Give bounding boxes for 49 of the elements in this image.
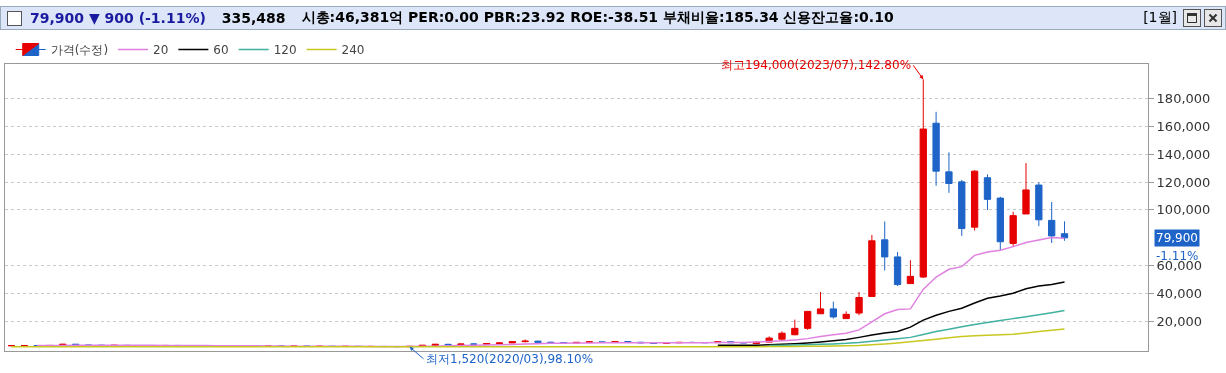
candlestick <box>521 338 529 343</box>
line-series <box>717 281 1066 347</box>
candlestick <box>1060 220 1069 242</box>
y-tick-label: 100,000 <box>1156 202 1211 218</box>
text: 79,900 ▼ 900 (-1.11%) <box>30 10 206 26</box>
y-tick-label: 40,000 <box>1156 285 1203 301</box>
candlestick <box>958 179 966 237</box>
annotation: 최고194,000(2023/07),142.80% <box>721 58 912 72</box>
candlestick <box>470 342 478 345</box>
y-tick-label: 20,000 <box>1156 313 1203 329</box>
candlestick <box>1009 211 1017 248</box>
candlestick <box>534 340 542 344</box>
candlestick <box>778 330 786 341</box>
candlestick <box>945 151 953 194</box>
candlestick <box>983 173 992 211</box>
y-tick-label: 160,000 <box>1156 119 1211 135</box>
legend-label: 120 <box>273 43 297 58</box>
candlestick <box>495 342 504 345</box>
legend-label: 가격(수정) <box>50 43 109 58</box>
text: 335,488 <box>221 10 286 26</box>
candlestick <box>893 251 902 287</box>
candlestick <box>996 196 1004 252</box>
candlestick <box>791 319 799 336</box>
candlestick <box>881 220 889 272</box>
candlestick <box>855 291 863 316</box>
candlestick <box>842 310 850 320</box>
text: [1월] <box>1143 9 1177 27</box>
annotation: 최저1,520(2020/03),98.10% <box>426 352 594 366</box>
text: 시총:46,381억 PER:0.00 PBR:23.92 ROE:-38.51 부채비율:185.34 신용잔고율:0.10 <box>301 9 894 27</box>
candlestick <box>1035 182 1043 227</box>
candlestick <box>1048 201 1056 244</box>
candlestick <box>804 310 812 331</box>
legend-label: 60 <box>213 43 229 58</box>
candlestick <box>1022 162 1030 215</box>
candlestick <box>816 291 825 315</box>
candlestick <box>932 111 940 187</box>
candlestick <box>508 340 516 344</box>
candlestick <box>457 343 465 346</box>
y-tick-label: 120,000 <box>1156 174 1211 190</box>
candlestick <box>868 234 876 298</box>
y-tick-label: 180,000 <box>1156 91 1211 107</box>
legend-label: 240 <box>341 43 365 58</box>
legend-label: 20 <box>153 43 169 58</box>
text: 79,900 <box>1156 231 1198 245</box>
candlestick <box>906 259 915 285</box>
line-series <box>768 309 1066 347</box>
candlestick <box>970 169 979 231</box>
candlestick <box>829 301 837 320</box>
y-tick-label: 140,000 <box>1156 146 1211 162</box>
